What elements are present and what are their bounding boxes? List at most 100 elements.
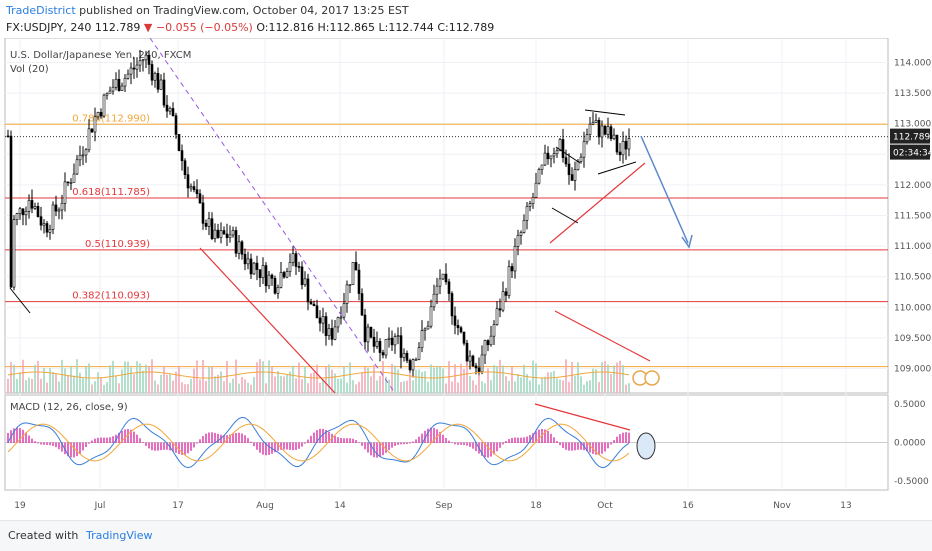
volume-bar: [169, 374, 171, 393]
macd-histogram-bar: [262, 442, 264, 455]
volume-bar: [235, 359, 237, 393]
volume-bar: [199, 379, 201, 393]
volume-bar: [517, 374, 519, 393]
macd-histogram-bar: [244, 435, 246, 443]
macd-histogram-bar: [529, 435, 531, 443]
candle-body: [492, 324, 496, 337]
volume-bar: [616, 362, 618, 393]
volume-divergence-line: [554, 310, 651, 362]
volume-bar: [34, 364, 36, 393]
macd-divergence-line: [534, 403, 631, 431]
volume-bar: [406, 380, 408, 393]
change-value: −0.055 (−0.05%): [155, 21, 253, 34]
macd-histogram-bar: [442, 434, 444, 443]
macd-histogram-bar: [172, 442, 174, 452]
volume-bar: [625, 384, 627, 393]
author-link[interactable]: TradeDistrict: [6, 4, 76, 17]
volume-bar: [154, 380, 156, 393]
volume-bar: [205, 380, 207, 393]
price-tick-label: 111.500: [894, 212, 931, 222]
macd-histogram-bar: [250, 441, 252, 443]
candle-body: [396, 335, 400, 337]
macd-histogram-bar: [76, 442, 78, 457]
candle-body: [132, 67, 136, 70]
flag-line-bottom: [551, 207, 579, 224]
macd-histogram-bar: [136, 434, 138, 443]
candle-body: [516, 235, 520, 247]
macd-histogram-bar: [490, 442, 492, 457]
candle-body: [87, 128, 91, 151]
candle-body: [513, 246, 517, 272]
macd-histogram-bar: [196, 442, 198, 444]
volume-bar: [454, 364, 456, 393]
volume-bar: [229, 382, 231, 393]
volume-bar: [595, 369, 597, 393]
volume-bar: [190, 378, 192, 393]
volume-bar: [16, 378, 18, 393]
volume-bar: [37, 360, 39, 393]
macd-histogram-bar: [385, 442, 387, 453]
macd-histogram-bar: [280, 442, 282, 450]
macd-histogram-bar: [409, 442, 411, 444]
macd-tick-label: -0.5000: [894, 477, 929, 487]
candle-body: [489, 335, 493, 346]
candle-body: [537, 169, 541, 184]
candle-body: [171, 108, 175, 116]
volume-bar: [409, 372, 411, 393]
macd-histogram-bar: [391, 442, 393, 448]
volume-bar: [364, 366, 366, 393]
candle-body: [294, 253, 298, 267]
macd-histogram-bar: [49, 442, 51, 446]
volume-bar: [370, 376, 372, 393]
macd-histogram-bar: [427, 428, 429, 443]
macd-histogram-bar: [142, 442, 144, 443]
volume-bar: [91, 384, 93, 393]
last-price: 112.789: [94, 21, 141, 34]
candle-body: [45, 223, 49, 233]
volume-bar: [547, 372, 549, 393]
macd-histogram-bar: [310, 435, 312, 443]
macd-histogram-bar: [382, 442, 384, 456]
macd-histogram-bar: [73, 442, 75, 458]
candle-body: [360, 293, 364, 316]
chart-svg[interactable]: 114.000113.500113.000112.500112.000111.5…: [0, 38, 932, 520]
volume-bar: [40, 378, 42, 393]
volume-bar: [208, 366, 210, 393]
candle-body: [624, 140, 628, 150]
symbol-label: FX:USDJPY, 240: [6, 21, 92, 34]
candle-body: [324, 316, 328, 336]
volume-bar: [340, 378, 342, 393]
candle-body: [21, 208, 25, 216]
macd-histogram-bar: [511, 437, 513, 443]
candle-body: [57, 209, 61, 212]
volume-bar: [124, 361, 126, 393]
macd-histogram-bar: [256, 442, 258, 450]
volume-bar: [577, 362, 579, 393]
candle-body: [441, 273, 445, 280]
volume-bar: [55, 373, 57, 393]
macd-histogram-bar: [283, 442, 285, 450]
macd-histogram-bar: [52, 442, 54, 446]
fib-label: 0.5(110.939): [85, 239, 150, 250]
candle-body: [429, 306, 433, 327]
macd-histogram-bar: [460, 442, 462, 445]
candle-body: [480, 354, 484, 373]
candle-body: [156, 73, 160, 90]
macd-histogram-bar: [499, 442, 501, 448]
volume-bar: [292, 365, 294, 393]
volume-bar: [274, 376, 276, 393]
candle-body: [357, 269, 361, 294]
small-trendline: [9, 287, 31, 314]
tradingview-logo[interactable]: TradingView: [86, 529, 153, 542]
volume-bar: [268, 360, 270, 393]
candle-body: [459, 327, 463, 333]
candle-body: [546, 152, 550, 160]
price-tick-label: 113.000: [894, 120, 931, 130]
macd-histogram-bar: [346, 438, 348, 443]
candle-body: [18, 208, 22, 214]
volume-bar: [346, 382, 348, 393]
volume-bar: [286, 374, 288, 393]
macd-histogram-bar: [325, 429, 327, 443]
volume-bar: [478, 374, 480, 393]
volume-bar: [619, 360, 621, 393]
